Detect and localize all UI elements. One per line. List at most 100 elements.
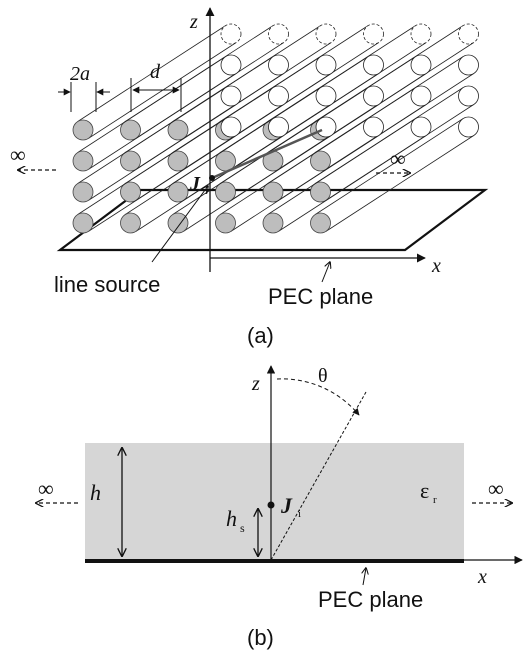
permittivity-sub: r bbox=[433, 494, 437, 506]
cylinder bbox=[215, 23, 384, 141]
infinity-left-b: ∞ bbox=[38, 476, 54, 501]
cylinder bbox=[72, 54, 242, 172]
cylinder-edge bbox=[77, 25, 226, 122]
cylinder bbox=[215, 116, 384, 234]
source-height-sub: s bbox=[240, 521, 245, 535]
cylinder-far-end bbox=[220, 54, 242, 76]
cylinder-far-end bbox=[410, 116, 432, 138]
cylinder-cross-section bbox=[72, 181, 94, 203]
cylinder-far-end bbox=[220, 23, 242, 45]
x-axis-label-b: x bbox=[477, 566, 487, 588]
cylinder-cross-section bbox=[120, 150, 141, 172]
cylinder-cross-section bbox=[167, 181, 189, 203]
cylinder-cross-section bbox=[120, 212, 141, 234]
cylinder-far-end bbox=[220, 85, 242, 107]
cylinder-far-end bbox=[363, 85, 384, 107]
cylinder-edge bbox=[267, 118, 416, 215]
theta-label: θ bbox=[318, 365, 328, 387]
cylinder-cross-section bbox=[167, 150, 189, 172]
cylinder bbox=[262, 54, 432, 172]
cylinder-cross-section bbox=[310, 150, 331, 172]
infinity-right-a: ∞ bbox=[390, 146, 406, 171]
cylinder-cross-section bbox=[310, 181, 331, 203]
cylinder-edge bbox=[219, 118, 369, 215]
cylinder-far-end bbox=[268, 116, 289, 138]
cylinder-far-end bbox=[315, 54, 337, 76]
cylinder-far-end bbox=[315, 23, 337, 45]
cylinder bbox=[72, 116, 242, 234]
cylinder bbox=[167, 23, 337, 141]
cylinder bbox=[120, 85, 289, 203]
cylinder-far-end bbox=[458, 54, 479, 76]
cylinder-cross-section bbox=[310, 212, 331, 234]
theta-arc bbox=[276, 378, 360, 416]
cylinder-cross-section bbox=[72, 150, 94, 172]
cylinder bbox=[310, 23, 479, 141]
cylinder bbox=[167, 54, 337, 172]
pec-label-a: PEC plane bbox=[268, 284, 373, 309]
pec-pointer-b bbox=[363, 568, 366, 586]
panel-a: z x 2a d ∞ ∞ J i line source PEC plane (… bbox=[10, 7, 489, 348]
dim-2a-label: 2a bbox=[70, 63, 90, 85]
source-dot-b bbox=[267, 501, 275, 509]
cylinder-array bbox=[72, 23, 479, 234]
cylinder-cross-section bbox=[215, 181, 236, 203]
cylinder-cross-section bbox=[72, 212, 94, 234]
cylinder-cross-section bbox=[262, 181, 284, 203]
line-source-pointer bbox=[151, 186, 208, 263]
cylinder-edge bbox=[230, 135, 380, 232]
z-axis-label-b: z bbox=[251, 373, 260, 395]
cylinder bbox=[262, 23, 432, 141]
infinity-right-b: ∞ bbox=[488, 476, 504, 501]
source-symbol-a: J bbox=[189, 173, 201, 195]
cylinder-edge bbox=[77, 56, 226, 153]
dielectric-slab bbox=[85, 443, 464, 560]
cylinder-edge bbox=[88, 73, 237, 170]
source-height-label: h bbox=[226, 506, 237, 531]
cylinder-cross-section bbox=[167, 212, 189, 234]
cylinder bbox=[167, 85, 337, 203]
cylinder-edge bbox=[88, 135, 237, 232]
incidence-ray bbox=[270, 391, 367, 561]
cylinder-far-end bbox=[363, 23, 384, 45]
panel-b: x z θ h h s J i ε r ∞ ∞ PEC plane (b) bbox=[36, 365, 523, 650]
cylinder-cross-section bbox=[262, 212, 284, 234]
caption-b: (b) bbox=[247, 625, 274, 650]
cylinder bbox=[310, 116, 479, 234]
cylinder-far-end bbox=[268, 54, 289, 76]
cylinder bbox=[72, 85, 242, 203]
cylinder-edge bbox=[183, 135, 332, 232]
infinity-left-a: ∞ bbox=[10, 142, 26, 167]
cylinder-far-end bbox=[268, 23, 289, 45]
cylinder-cross-section bbox=[120, 119, 141, 141]
cylinder-far-end bbox=[458, 116, 479, 138]
cylinder-edge bbox=[278, 135, 427, 232]
permittivity-label: ε bbox=[420, 478, 429, 503]
pec-plane-a bbox=[56, 188, 489, 252]
pec-pointer-a bbox=[321, 262, 330, 283]
source-subscript-b: i bbox=[298, 508, 301, 520]
cylinder bbox=[310, 85, 479, 203]
cylinder-cross-section bbox=[120, 181, 141, 203]
cylinder bbox=[120, 23, 289, 141]
cylinder-far-end bbox=[268, 85, 289, 107]
cylinder-edge bbox=[77, 87, 226, 184]
cylinder-edge bbox=[88, 104, 237, 201]
source-symbol-b: J bbox=[280, 493, 293, 518]
cylinder-edge bbox=[77, 118, 226, 215]
cylinder bbox=[167, 116, 337, 234]
cylinder bbox=[262, 116, 432, 234]
height-label: h bbox=[90, 480, 101, 505]
line-source-dot bbox=[209, 175, 215, 181]
cylinder bbox=[215, 85, 384, 203]
caption-a: (a) bbox=[247, 323, 274, 348]
cylinder-far-end bbox=[363, 54, 384, 76]
cylinder-far-end bbox=[410, 23, 432, 45]
z-axis-label-a: z bbox=[189, 11, 198, 33]
cylinder-edge bbox=[124, 118, 274, 215]
x-axis-label-a: x bbox=[431, 255, 441, 277]
cylinder-cross-section bbox=[72, 119, 94, 141]
cylinder-far-end bbox=[220, 116, 242, 138]
cylinder-far-end bbox=[410, 54, 432, 76]
